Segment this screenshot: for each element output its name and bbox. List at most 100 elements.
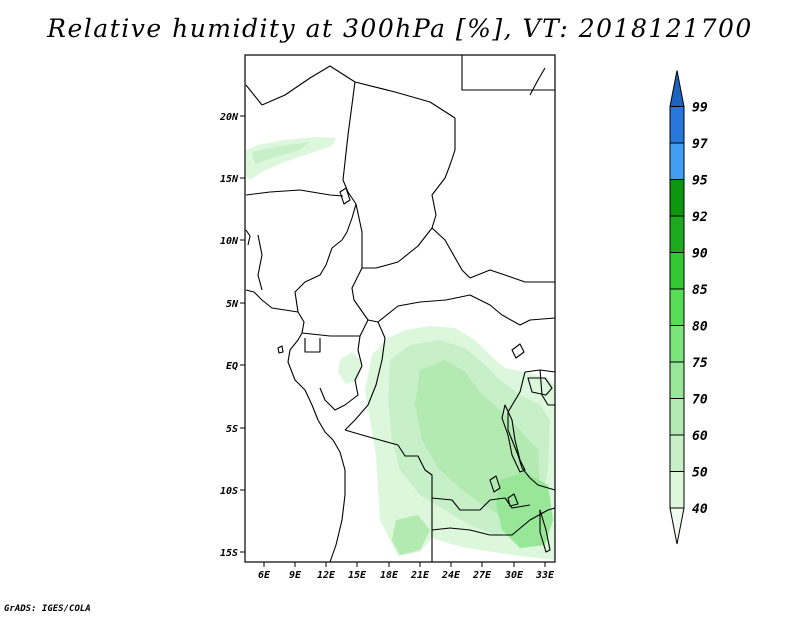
- colorbar-label: 90: [692, 247, 708, 262]
- coastline-west: [245, 289, 346, 563]
- lake-tanganyika: [501, 404, 526, 473]
- lake-albert: [511, 343, 525, 359]
- lon-tick-label: 30E: [504, 570, 524, 581]
- lon-tick-label: 12E: [317, 570, 336, 581]
- lon-tick: 9E: [289, 562, 302, 581]
- lake-victoria: [527, 377, 553, 396]
- grads-credit: GrADS: IGES/COLA: [4, 604, 91, 614]
- border-chad-sudan: [431, 118, 456, 229]
- lat-tick-label: 10S: [220, 486, 238, 497]
- country-borders: [245, 55, 556, 563]
- border-cameroon-gabon: [301, 319, 369, 337]
- coastline-lake-chad: [339, 187, 351, 205]
- border-zambia-south: [431, 507, 556, 536]
- lon-tick: 24E: [441, 562, 461, 581]
- colorbar-swatch: [669, 325, 685, 363]
- colorbar-swatch: [669, 361, 685, 399]
- humidity-area-angola: [392, 515, 430, 555]
- humidity-area-east-core: [496, 472, 553, 548]
- map-frame: [244, 54, 556, 563]
- border-libya-chad: [342, 81, 356, 181]
- lon-tick: 6E: [258, 562, 271, 581]
- border-gabon-congo: [319, 335, 363, 411]
- lon-tick: 12E: [317, 562, 336, 581]
- humidity-area-gabon: [338, 352, 362, 384]
- colorbar-swatch: [669, 252, 685, 290]
- border-congo-drc: [344, 321, 386, 431]
- lon-tick-label: 33E: [535, 570, 555, 581]
- lon-tick-label: 6E: [258, 570, 271, 581]
- colorbar-label: 50: [692, 466, 708, 481]
- lon-tick-label: 9E: [289, 570, 302, 581]
- border-equatorial-guinea: [304, 338, 321, 353]
- lon-tick-label: 24E: [441, 570, 461, 581]
- colorbar-swatch: [669, 106, 685, 144]
- colorbar-swatch: [669, 215, 685, 253]
- colorbar-swatch: [669, 288, 685, 326]
- lon-tick-label: 18E: [380, 570, 399, 581]
- lat-tick-label: 5S: [226, 424, 238, 435]
- border-nigeria-north: [245, 189, 344, 197]
- lon-tick: 33E: [535, 562, 555, 581]
- lake-volta-area: [245, 229, 251, 246]
- lon-axis: 6E 9E 12E 15E 18E 21E: [258, 562, 555, 581]
- lon-tick-label: 21E: [410, 570, 430, 581]
- colorbar-label: 60: [692, 429, 708, 444]
- lon-tick: 21E: [410, 562, 430, 581]
- lat-tick-label: 20N: [219, 112, 239, 123]
- lon-tick: 30E: [504, 562, 524, 581]
- lon-tick: 15E: [348, 562, 367, 581]
- border-east-rift: [507, 371, 556, 491]
- border-chad-car: [355, 203, 471, 279]
- border-nigeria-cameroon: [294, 239, 343, 313]
- lat-tick: 5S: [226, 424, 245, 435]
- border-drc-angola: [344, 429, 531, 511]
- colorbar-swatch: [669, 434, 685, 472]
- lake-bangweulu: [507, 493, 519, 507]
- lat-tick: 5N: [226, 299, 245, 310]
- lat-tick-label: 10N: [220, 236, 239, 247]
- lat-tick-label: 5N: [226, 299, 239, 310]
- lat-tick: 10S: [220, 486, 245, 497]
- island-bioko: [277, 345, 284, 354]
- lat-tick-label: 15S: [220, 548, 238, 559]
- colorbar-swatch: [669, 179, 685, 217]
- lat-axis: 20N 15N 10N 5N EQ 5S: [219, 112, 245, 559]
- map-title: Relative humidity at 300hPa [%], VT: 201…: [47, 14, 753, 43]
- colorbar-swatch: [669, 398, 685, 436]
- map-panel: 6E 9E 12E 15E 18E 21E: [219, 54, 556, 581]
- colorbar-label: 97: [692, 137, 708, 152]
- border-tanzania: [539, 369, 555, 406]
- colorbar-swatch: [669, 142, 685, 180]
- colorbar-upper-triangle: [669, 70, 685, 107]
- colorbar-label: 70: [692, 393, 708, 408]
- colorbar-swatch: [669, 471, 685, 509]
- lat-tick: EQ: [226, 361, 245, 372]
- colorbar-label: 95: [692, 174, 708, 189]
- border-nigeria-benin: [257, 234, 263, 291]
- colorbar-label: 40: [692, 502, 708, 517]
- humidity-area-sahel: [246, 137, 336, 180]
- lon-tick: 18E: [380, 562, 399, 581]
- lat-tick: 15S: [220, 548, 245, 559]
- colorbar-label: 99: [692, 101, 708, 116]
- border-egypt-sudan: [461, 55, 555, 91]
- colorbar-label: 75: [692, 356, 708, 371]
- lon-tick-label: 27E: [472, 570, 492, 581]
- lat-tick: 15N: [220, 174, 245, 185]
- coast-red-sea: [529, 67, 546, 96]
- lat-tick: 20N: [219, 112, 245, 123]
- humidity-shading: [246, 137, 555, 560]
- border-niger-chad: [261, 65, 456, 119]
- lon-tick-label: 15E: [348, 570, 367, 581]
- border-sudan-south: [469, 269, 555, 283]
- lat-tick-label: EQ: [226, 361, 238, 372]
- lat-tick: 10N: [220, 236, 245, 247]
- border-car-south: [351, 267, 556, 326]
- colorbar-label: 92: [692, 210, 708, 225]
- lake-malawi: [539, 509, 551, 553]
- lake-mweru: [489, 475, 501, 493]
- colorbar-label: 80: [692, 320, 708, 335]
- colorbar-label: 85: [692, 283, 708, 298]
